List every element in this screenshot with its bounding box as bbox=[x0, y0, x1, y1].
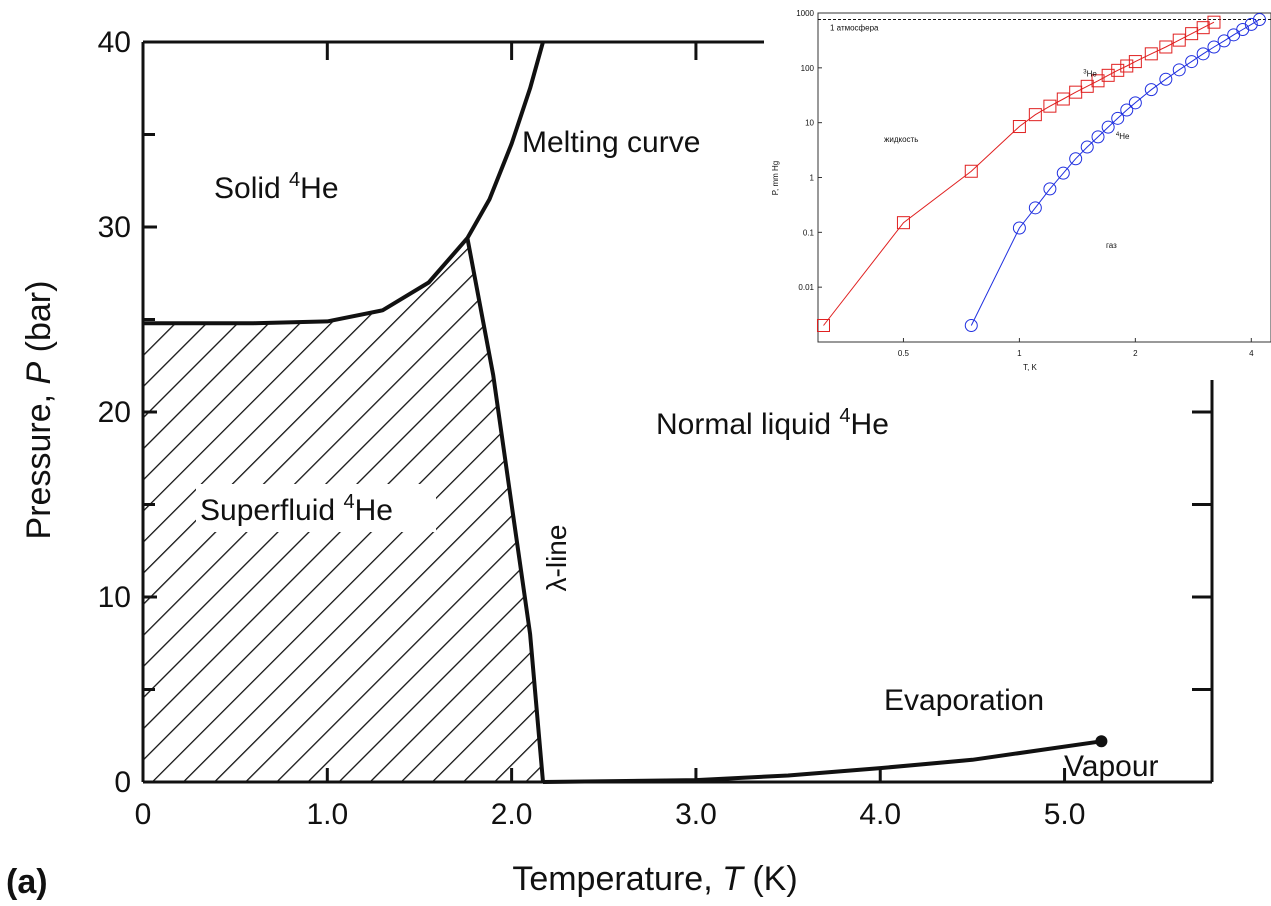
inset-point-3he bbox=[1144, 47, 1158, 61]
inset-series-label-4he: 4He bbox=[1116, 132, 1130, 141]
inset-point-3he bbox=[1159, 40, 1173, 54]
inset-y-axis-title: P, mm Hg bbox=[771, 161, 780, 196]
inset-x-tick-label: 4 bbox=[1249, 349, 1254, 358]
inset-line-3he bbox=[823, 21, 1215, 326]
y-tick-label: 30 bbox=[98, 211, 131, 244]
label-melting-curve: Melting curve bbox=[522, 126, 700, 159]
figure-label: (a) bbox=[6, 863, 48, 901]
inset-label-gas: газ bbox=[1106, 241, 1117, 250]
inset-point-3he bbox=[1120, 59, 1134, 73]
y-tick-label: 20 bbox=[98, 396, 131, 429]
label-evaporation: Evaporation bbox=[884, 684, 1044, 717]
x-tick-label: 5.0 bbox=[1044, 798, 1086, 831]
inset-point-4he bbox=[1196, 47, 1210, 61]
inset-point-4he bbox=[1043, 182, 1057, 196]
inset-tick-labels: 0.5 1 2 4 0.01 0.1 1 10 100 1000 bbox=[796, 9, 1254, 358]
inset-point-4he bbox=[1128, 96, 1142, 110]
inset-point-3he bbox=[1043, 99, 1057, 113]
inset-x-tick-label: 2 bbox=[1133, 349, 1138, 358]
inset-point-3he bbox=[964, 164, 978, 178]
superfluid-label-bg bbox=[196, 484, 436, 532]
inset-point-3he bbox=[896, 216, 910, 230]
inset-background bbox=[764, 0, 1271, 380]
x-tick-label: 0 bbox=[135, 798, 152, 831]
inset-y-tick-label: 0.1 bbox=[803, 228, 815, 237]
inset-point-4he bbox=[1056, 166, 1070, 180]
tick-labels: 0 1.0 2.0 3.0 4.0 5.0 0 10 20 30 40 bbox=[98, 26, 1086, 831]
inset-point-4he bbox=[1144, 83, 1158, 97]
region-label-superfluid: Superfluid 4He bbox=[200, 491, 393, 527]
inset-point-4he bbox=[1120, 103, 1134, 117]
inset-point-4he bbox=[1244, 17, 1258, 31]
inset-point-4he bbox=[1069, 152, 1083, 166]
inset-point-4he bbox=[1091, 130, 1105, 144]
inset-point-3he bbox=[1028, 108, 1042, 122]
inset-y-tick-label: 10 bbox=[805, 119, 814, 128]
y-axis-title: Pressure, P (bar) bbox=[20, 281, 58, 540]
lambda-line bbox=[465, 237, 545, 783]
inset-point-4he bbox=[1111, 111, 1125, 125]
y-tick-label: 10 bbox=[98, 581, 131, 614]
critical-point-marker bbox=[1095, 735, 1108, 748]
inset-y-tick-label: 100 bbox=[801, 64, 815, 73]
region-label-normal-liquid: Normal liquid 4He bbox=[656, 405, 889, 441]
inset-point-4he bbox=[1217, 34, 1231, 48]
inset-line-4he bbox=[970, 19, 1260, 326]
inset-point-3he bbox=[1128, 55, 1142, 69]
inset-series-label-3he: 3He bbox=[1083, 69, 1097, 78]
inset-point-3he bbox=[1012, 120, 1026, 134]
inset-point-4he bbox=[1080, 140, 1094, 154]
inset-point-4he bbox=[1012, 221, 1026, 235]
inset-series bbox=[816, 13, 1266, 332]
label-lambda-line: λ-line bbox=[541, 525, 572, 592]
inset-y-tick-label: 1000 bbox=[796, 9, 814, 18]
inset-y-tick-label: 1 bbox=[810, 174, 815, 183]
inset-point-3he bbox=[1207, 15, 1221, 29]
inset-point-3he bbox=[1196, 21, 1210, 35]
inset-point-4he bbox=[964, 318, 978, 332]
melting-curve-line bbox=[143, 41, 545, 326]
inset-x-tick-label: 1 bbox=[1017, 349, 1022, 358]
vapour-pressure-inset: 0.5 1 2 4 0.01 0.1 1 10 100 1000 1 атмосфера T, K… bbox=[764, 0, 1271, 380]
inset-point-3he bbox=[1101, 68, 1115, 82]
y-tick-label: 0 bbox=[114, 766, 131, 799]
inset-point-4he bbox=[1172, 63, 1186, 77]
inset-point-4he bbox=[1185, 55, 1199, 69]
inset-label-liquid: жидкость bbox=[884, 135, 918, 144]
x-axis-title: Temperature, T (K) bbox=[512, 860, 797, 898]
inset-point-4he bbox=[1028, 201, 1042, 215]
x-tick-label: 1.0 bbox=[306, 798, 348, 831]
inset-point-3he bbox=[1111, 63, 1125, 77]
inset-x-axis-title: T, K bbox=[1023, 363, 1037, 372]
inset-point-4he bbox=[1252, 13, 1266, 27]
phase-boundary-lines bbox=[143, 41, 1102, 784]
inset-point-4he bbox=[1101, 120, 1115, 134]
one-atmosphere-label: 1 атмосфера bbox=[830, 24, 879, 33]
inset-point-3he bbox=[816, 318, 830, 332]
inset-x-tick-label: 0.5 bbox=[898, 349, 910, 358]
region-label-solid: Solid 4He bbox=[214, 169, 339, 205]
x-tick-label: 2.0 bbox=[491, 798, 533, 831]
label-vapour: Vapour bbox=[1064, 750, 1159, 783]
x-tick-label: 3.0 bbox=[675, 798, 717, 831]
x-tick-label: 4.0 bbox=[859, 798, 901, 831]
y-tick-label: 40 bbox=[98, 26, 131, 59]
inset-axis-ticks bbox=[818, 12, 1252, 342]
axis-ticks bbox=[143, 42, 1212, 782]
inset-point-4he bbox=[1207, 40, 1221, 54]
inset-point-4he bbox=[1159, 72, 1173, 86]
inset-point-3he bbox=[1056, 92, 1070, 106]
evaporation-curve-line bbox=[542, 739, 1102, 784]
inset-point-3he bbox=[1091, 74, 1105, 88]
inset-y-tick-label: 0.01 bbox=[798, 283, 814, 292]
